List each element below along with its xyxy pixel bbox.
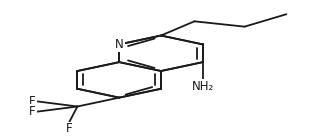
Text: F: F	[29, 95, 36, 108]
Text: F: F	[66, 122, 72, 136]
Text: NH₂: NH₂	[192, 80, 214, 93]
Text: F: F	[29, 105, 36, 118]
Text: N: N	[115, 38, 124, 51]
